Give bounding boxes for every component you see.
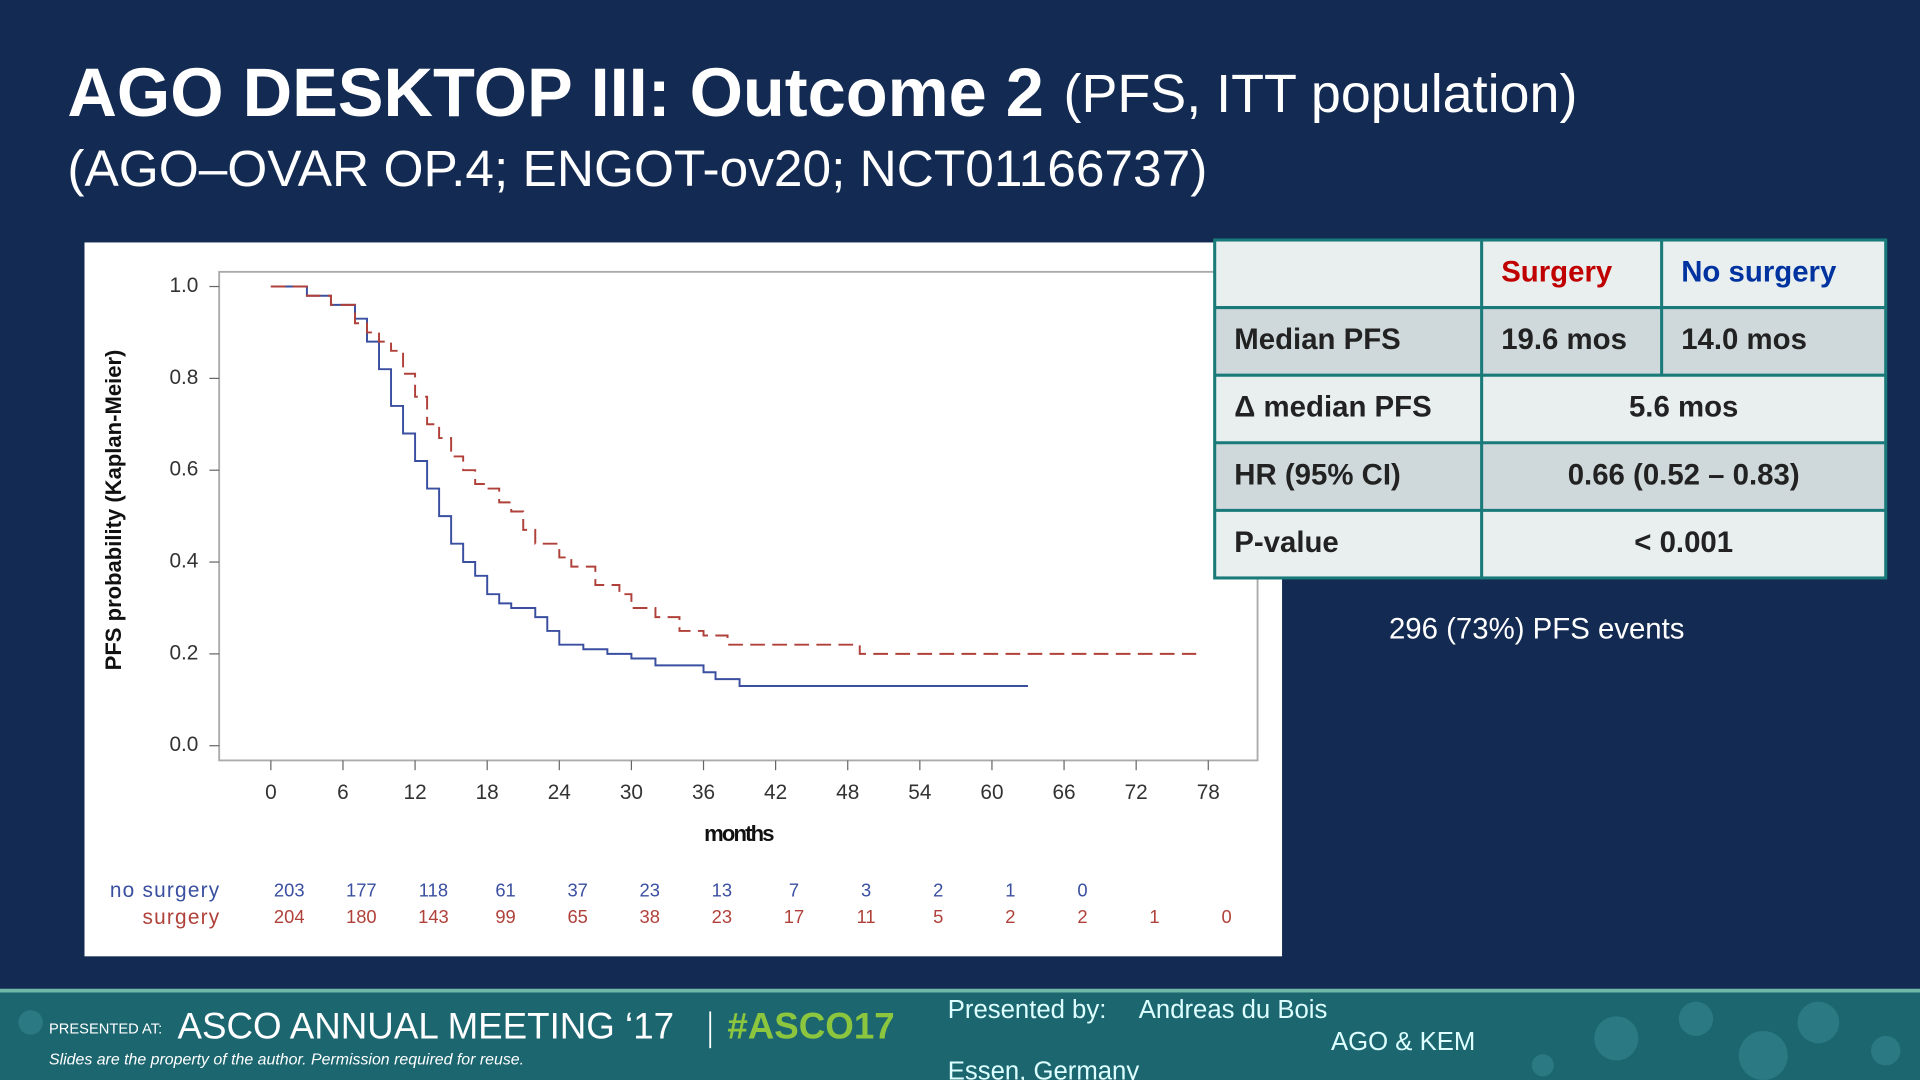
x-tick-label: 48 [836,781,859,804]
x-tick-label: 60 [980,781,1003,804]
slide-subtitle: (AGO–OVAR OP.4; ENGOT-ov20; NCT01166737) [67,139,1207,197]
chart: 0.00.20.40.60.81.00 6 12 18 24 30 36 42 48 54 60 66… [101,270,1259,929]
risk-count: 5 [933,906,943,927]
table-header: Surgery [1501,256,1613,289]
risk-count: 38 [640,906,660,927]
title-main: AGO DESKTOP III: Outcome 2 [67,54,1044,131]
x-tick-label: 18 [476,781,499,804]
risk-count: 13 [712,879,732,900]
risk-count: 37 [567,879,587,900]
affiliation: AGO & KEM [1331,1028,1475,1056]
summary-table: Surgery No surgery Median PFS 19.6 mos 14.0 … [1213,238,1888,580]
events-note: 296 (73%) PFS events [1389,612,1685,645]
table-row-bg [1214,375,1886,443]
risk-count: 61 [495,879,515,900]
y-tick-label: 0.2 [169,641,198,664]
table-row-label: Median PFS [1234,323,1400,356]
km-curve [270,285,1029,687]
table-border [1213,238,1888,580]
risk-count: 118 [419,879,448,900]
title-suffix: (PFS, ITT population) [1064,64,1578,124]
risk-count: 143 [418,906,449,927]
risk-count: 180 [346,906,377,927]
risk-count: 2 [933,879,943,900]
x-tick-label: 78 [1197,781,1220,804]
x-tick-label: 30 [620,781,643,804]
risk-row-label: no surgery [110,879,221,902]
risk-count: 7 [789,879,799,900]
risk-count: 2 [1005,906,1015,927]
table-row-bg [1214,442,1886,511]
risk-count: 17 [784,906,804,927]
y-axis-label: PFS probability (Kaplan-Meier) [101,350,126,671]
risk-count: 203 [274,879,305,900]
risk-count: 0 [1222,906,1232,927]
chart-panel [84,242,1283,957]
y-tick-label: 1.0 [169,274,198,297]
risk-count: 3 [861,879,871,900]
x-tick-label: 66 [1052,781,1075,804]
y-tick-label: 0.6 [169,458,198,481]
y-tick-label: 0.0 [169,733,198,756]
table-header-bg [1214,240,1886,308]
presented-at: PRESENTED AT: [49,1022,162,1038]
table-row-label: P-value [1234,526,1339,559]
x-tick-label: 54 [908,781,931,804]
table-row-bg [1214,307,1886,376]
table-cell: 5.6 mos [1629,391,1738,424]
x-axis-label: months [704,821,774,846]
risk-count: 177 [346,879,377,900]
table-row-bg [1214,510,1886,578]
disclaimer: Slides are the property of the author. P… [49,1052,524,1069]
risk-row-label: surgery [142,906,220,929]
risk-count: 23 [640,879,660,900]
hashtag: #ASCO17 [727,1005,894,1046]
risk-count: 11 [857,906,876,927]
x-tick-label: 0 [265,781,277,804]
km-curve [270,285,1197,655]
risk-count: 99 [495,906,515,927]
risk-count: 204 [274,906,305,927]
risk-count: 23 [712,906,732,927]
risk-count: 2 [1077,906,1087,927]
x-tick-label: 12 [404,781,427,804]
x-tick-label: 72 [1125,781,1148,804]
table-cell: 14.0 mos [1681,323,1807,356]
footer-decoration [18,1001,1901,1080]
risk-count: 65 [567,906,587,927]
risk-count: 0 [1077,879,1087,900]
table-cell: < 0.001 [1634,526,1733,559]
presenter: Andreas du Bois [1139,996,1328,1024]
table-cell: 19.6 mos [1501,323,1627,356]
x-tick-label: 36 [692,781,715,804]
slide-title: AGO DESKTOP III: Outcome 2 (PFS, ITT popu… [67,54,1577,131]
x-tick-label: 24 [548,781,571,804]
x-tick-label: 42 [764,781,787,804]
table-row-label: HR (95% CI) [1234,458,1400,491]
table-header: No surgery [1681,256,1837,289]
meeting-name: ASCO ANNUAL MEETING ‘17 [178,1005,675,1046]
location: Essen, Germany [948,1057,1140,1080]
table-cell: 0.66 (0.52 – 0.83) [1568,458,1800,491]
presented-by: Presented by: [948,996,1107,1024]
table-row-label: Δ median PFS [1234,391,1431,424]
y-tick-label: 0.4 [169,550,198,573]
risk-count: 1 [1005,879,1015,900]
risk-count: 1 [1149,906,1159,927]
y-tick-label: 0.8 [169,366,198,389]
x-tick-label: 6 [337,781,349,804]
